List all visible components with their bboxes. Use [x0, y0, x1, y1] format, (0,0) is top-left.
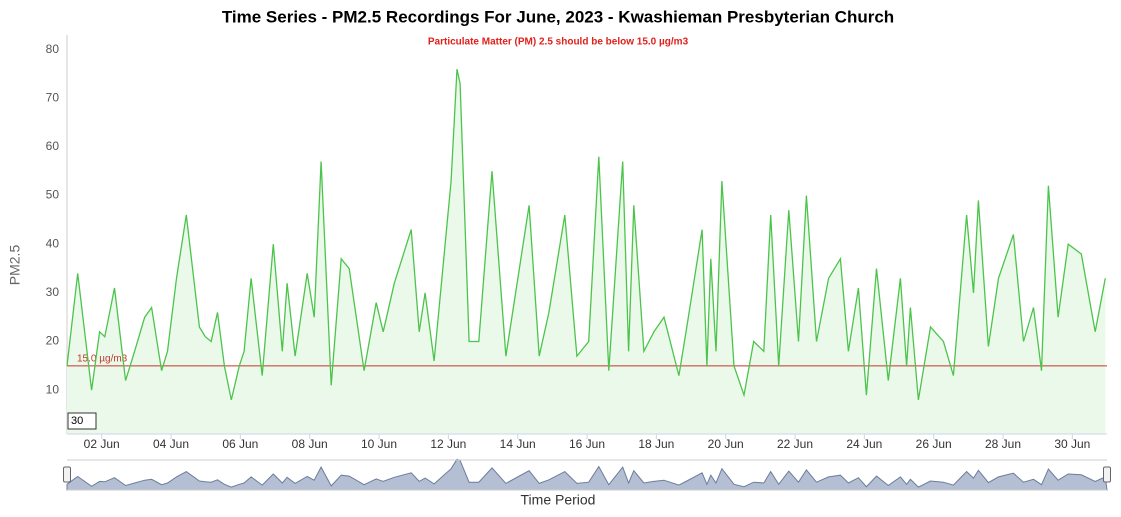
area-fill [67, 69, 1106, 434]
x-axis-title: Time Period [521, 492, 596, 508]
navigator-handle [1103, 466, 1111, 483]
navigator-handle [63, 466, 71, 483]
y-tick-label: 30 [46, 285, 60, 299]
x-tick-label: 10 Jun [361, 437, 397, 451]
x-tick-label: 30 Jun [1054, 437, 1090, 451]
y-tick-label: 20 [46, 334, 60, 348]
y-tick-label: 40 [46, 236, 60, 250]
x-tick-label: 04 Jun [153, 437, 189, 451]
chart-title: Time Series - PM2.5 Recordings For June,… [222, 7, 894, 26]
navigator-area [66, 458, 1108, 491]
x-tick-label: 24 Jun [846, 437, 882, 451]
y-tick-label: 80 [46, 42, 60, 56]
series-line [66, 68, 1106, 401]
x-tick-label: 08 Jun [292, 437, 328, 451]
y-tick-label: 60 [46, 139, 60, 153]
x-tick-label: 14 Jun [500, 437, 536, 451]
x-tick-label: 06 Jun [222, 437, 258, 451]
y-tick-label: 10 [46, 382, 60, 396]
x-tick-label: 22 Jun [777, 437, 813, 451]
y-tick-label: 50 [46, 188, 60, 202]
threshold-label: 15.0 µg/m3 [77, 354, 128, 365]
x-tick-label: 28 Jun [985, 437, 1021, 451]
x-tick-label: 26 Jun [916, 437, 952, 451]
x-tick-label: 12 Jun [430, 437, 466, 451]
range-input-box [67, 412, 97, 430]
chart-subtitle: Particulate Matter (PM) 2.5 should be be… [428, 37, 689, 48]
x-tick-label: 02 Jun [84, 437, 120, 451]
x-tick-label: 20 Jun [708, 437, 744, 451]
range-input: 30 [71, 415, 83, 427]
x-tick-label: 16 Jun [569, 437, 605, 451]
y-tick-label: 70 [46, 90, 60, 104]
y-axis-title: PM2.5 [7, 245, 23, 286]
x-tick-label: 18 Jun [638, 437, 674, 451]
